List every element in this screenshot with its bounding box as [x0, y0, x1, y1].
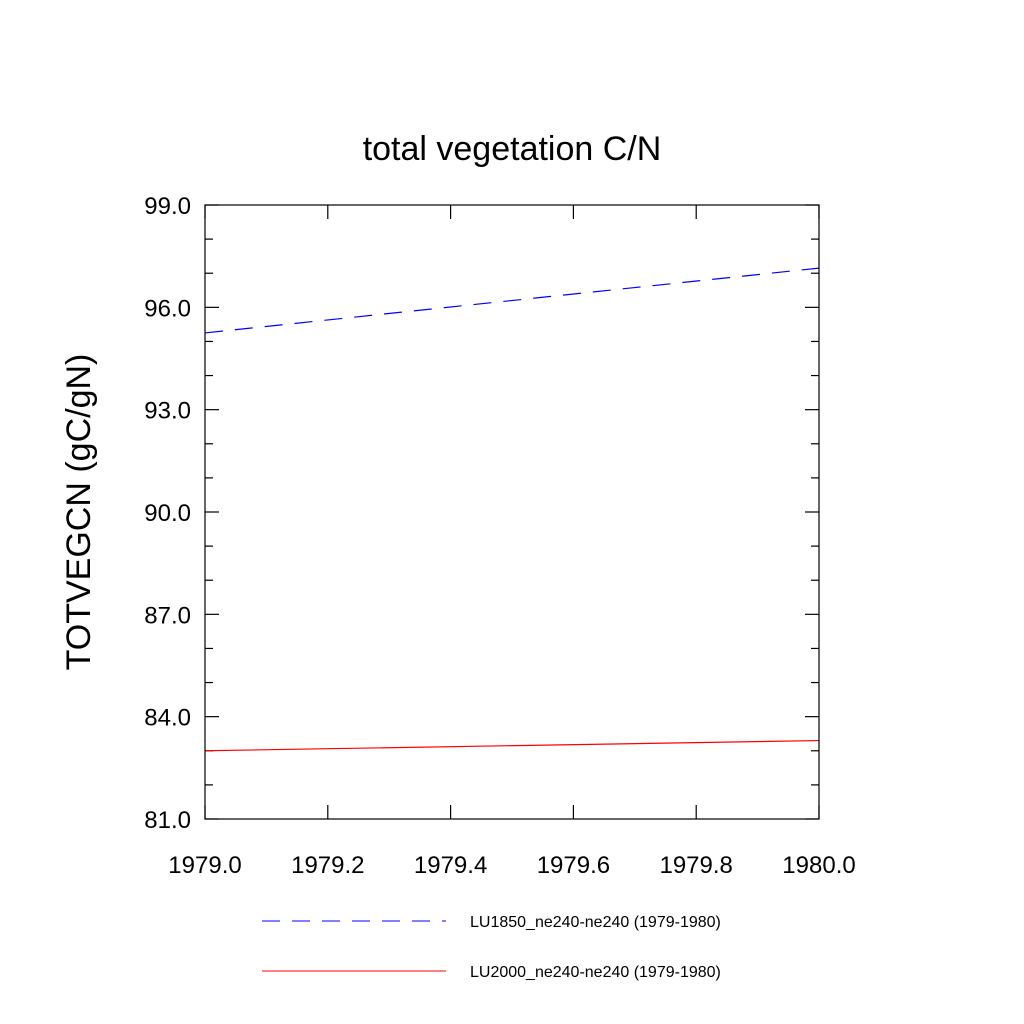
x-tick-label: 1979.4 [414, 852, 487, 879]
axis-ticks [204, 204, 820, 820]
y-tick-label: 93.0 [144, 398, 191, 425]
x-tick-labels: 1979.0 1979.2 1979.4 1979.6 1979.8 1980.0 [168, 852, 855, 879]
y-tick-label: 99.0 [144, 193, 191, 220]
legend-label-1: LU1850_ne240-ne240 (1979-1980) [470, 914, 721, 931]
chart-title: total vegetation C/N [363, 130, 662, 168]
y-tick-label: 87.0 [144, 602, 191, 629]
y-tick-label: 90.0 [144, 500, 191, 527]
x-tick-label: 1979.8 [659, 852, 732, 879]
plot-frame [204, 204, 820, 820]
x-tick-label: 1979.0 [168, 852, 241, 879]
series-lines [204, 267, 820, 752]
y-axis-label: TOTVEGCN (gC/gN) [60, 354, 98, 671]
series-line-1 [204, 267, 820, 334]
x-tick-label: 1980.0 [782, 852, 855, 879]
x-tick-label: 1979.2 [291, 852, 364, 879]
legend: LU1850_ne240-ne240 (1979-1980) LU2000_ne2… [262, 914, 721, 981]
y-tick-label: 84.0 [144, 705, 191, 732]
legend-label-2: LU2000_ne240-ne240 (1979-1980) [470, 964, 721, 981]
y-tick-label: 96.0 [144, 295, 191, 322]
y-tick-label: 81.0 [144, 807, 191, 834]
y-tick-labels: 81.0 84.0 87.0 90.0 93.0 96.0 99.0 [144, 193, 191, 834]
series-line-2 [204, 739, 820, 752]
x-tick-label: 1979.6 [537, 852, 610, 879]
